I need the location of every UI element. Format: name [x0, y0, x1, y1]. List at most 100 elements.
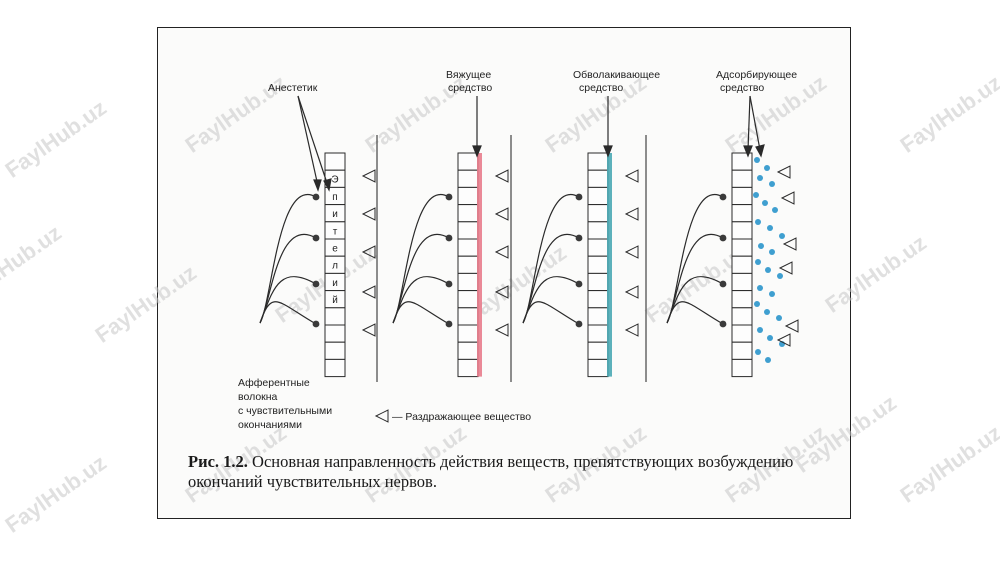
- nerve-ending: [575, 320, 583, 328]
- adsorbent-arrows: [743, 95, 765, 158]
- epithelium-cell: [731, 358, 753, 378]
- coating-label-line1: Обволакивающее: [573, 69, 660, 81]
- nerve-ending: [575, 234, 583, 242]
- epithelium-cell: [457, 272, 479, 292]
- watermark-text: FaylHub.uz: [895, 420, 1000, 508]
- coating-label-line2: средство: [579, 82, 623, 94]
- watermark-text: FaylHub.uz: [0, 220, 66, 308]
- epithelium-cell: [457, 204, 479, 223]
- adsorbent-particle: [757, 175, 763, 181]
- epithelium-cell: [731, 221, 753, 240]
- watermark-text: FaylHub.uz: [90, 260, 200, 348]
- adsorbent-particle: [764, 309, 770, 315]
- epithelium-cell: [587, 152, 609, 171]
- epithelium-cell: [457, 341, 479, 360]
- epithelium-letter: л: [332, 261, 338, 272]
- nerve-ending: [575, 193, 583, 201]
- nerve-fiber: [259, 301, 317, 325]
- nerve-ending: [719, 234, 727, 242]
- irritant-triangle: [494, 285, 509, 299]
- epithelium-letter: й: [332, 295, 338, 306]
- nerve-fiber: [392, 234, 450, 324]
- adsorbent-particle: [765, 357, 771, 363]
- epithelium-cell: [457, 307, 479, 326]
- epithelium-cell: [587, 358, 609, 378]
- irritant-triangle: [361, 323, 376, 337]
- nerve-fiber: [522, 301, 580, 325]
- epithelium-letter: т: [333, 226, 338, 237]
- epithelium-cell: [587, 341, 609, 360]
- nerve-ending: [719, 193, 727, 201]
- epithelium-cell: [587, 324, 609, 343]
- adsorbent-particle: [754, 301, 760, 307]
- coating-arrow: [603, 96, 613, 158]
- irritant-triangle: [624, 285, 639, 299]
- watermark-text: FaylHub.uz: [820, 230, 930, 318]
- panel-3: [522, 152, 639, 378]
- protective-layer: [477, 153, 482, 377]
- adsorbent-particle: [757, 285, 763, 291]
- nerve-ending: [445, 320, 453, 328]
- nerve-ending: [445, 193, 453, 201]
- nerve-ending: [312, 234, 320, 242]
- nerve-ending: [312, 193, 320, 201]
- irritant-triangle: [624, 169, 639, 183]
- bound-irritant: [776, 165, 791, 179]
- panel-4: [666, 152, 799, 378]
- epithelium-cell: [324, 341, 346, 360]
- watermark-text: FaylHub.uz: [0, 95, 110, 183]
- astringent-label-line2: средство: [448, 82, 492, 94]
- irritant-triangle: [361, 169, 376, 183]
- epithelium-cell: [324, 358, 346, 378]
- bound-irritant: [778, 261, 793, 275]
- irritant-triangle: [494, 207, 509, 221]
- adsorbent-particle: [755, 349, 761, 355]
- irritant-triangle: [361, 207, 376, 221]
- epithelium-letter: е: [332, 244, 338, 255]
- watermark-text: FaylHub.uz: [895, 70, 1000, 158]
- adsorbent-particle: [758, 243, 764, 249]
- epithelium-cell: [587, 169, 609, 188]
- epithelium-cell: [731, 204, 753, 223]
- epithelium-cell: [457, 152, 479, 171]
- irritant-triangle: [494, 323, 509, 337]
- bound-irritant: [782, 237, 797, 251]
- astringent-arrow: [472, 96, 482, 158]
- bound-irritant: [776, 333, 791, 347]
- nerve-fiber: [392, 193, 450, 324]
- epithelium-cell: [587, 186, 609, 206]
- epithelium-cell: [324, 307, 346, 326]
- adsorbent-particle: [757, 327, 763, 333]
- irritant-triangle: [624, 323, 639, 337]
- irritant-triangle: [494, 169, 509, 183]
- bound-irritant: [780, 191, 795, 205]
- epithelium-cell: [324, 152, 346, 171]
- protective-layer: [607, 153, 612, 377]
- irritant-legend-icon: [374, 409, 389, 423]
- epithelium-cell: [731, 238, 753, 257]
- adsorbent-particle: [762, 200, 768, 206]
- nerve-ending: [575, 280, 583, 288]
- epithelium-cell: [457, 324, 479, 343]
- adsorbent-particle: [753, 192, 759, 198]
- epithelium-cell: [731, 255, 753, 274]
- irritant-triangle: [494, 245, 509, 259]
- epithelium-cell: [324, 324, 346, 343]
- epithelium-cell: [731, 272, 753, 292]
- epithelium-cell: [587, 255, 609, 274]
- epithelium-cell: [457, 358, 479, 378]
- adsorbent-particle: [754, 157, 760, 163]
- epithelium-cell: [587, 204, 609, 223]
- nerve-fiber: [392, 276, 450, 324]
- nerve-ending: [312, 280, 320, 288]
- caption-number: Рис. 1.2.: [188, 452, 248, 471]
- anesthetic-label: Анестетик: [268, 82, 318, 94]
- nerve-ending: [719, 280, 727, 288]
- afferent-label-line3: с чувствительными: [238, 405, 332, 417]
- epithelium-cell: [457, 186, 479, 206]
- caption-text: Основная направленность действия веществ…: [188, 452, 794, 491]
- adsorbent-label-line1: Адсорбирующее: [716, 69, 797, 81]
- bound-irritant: [784, 319, 799, 333]
